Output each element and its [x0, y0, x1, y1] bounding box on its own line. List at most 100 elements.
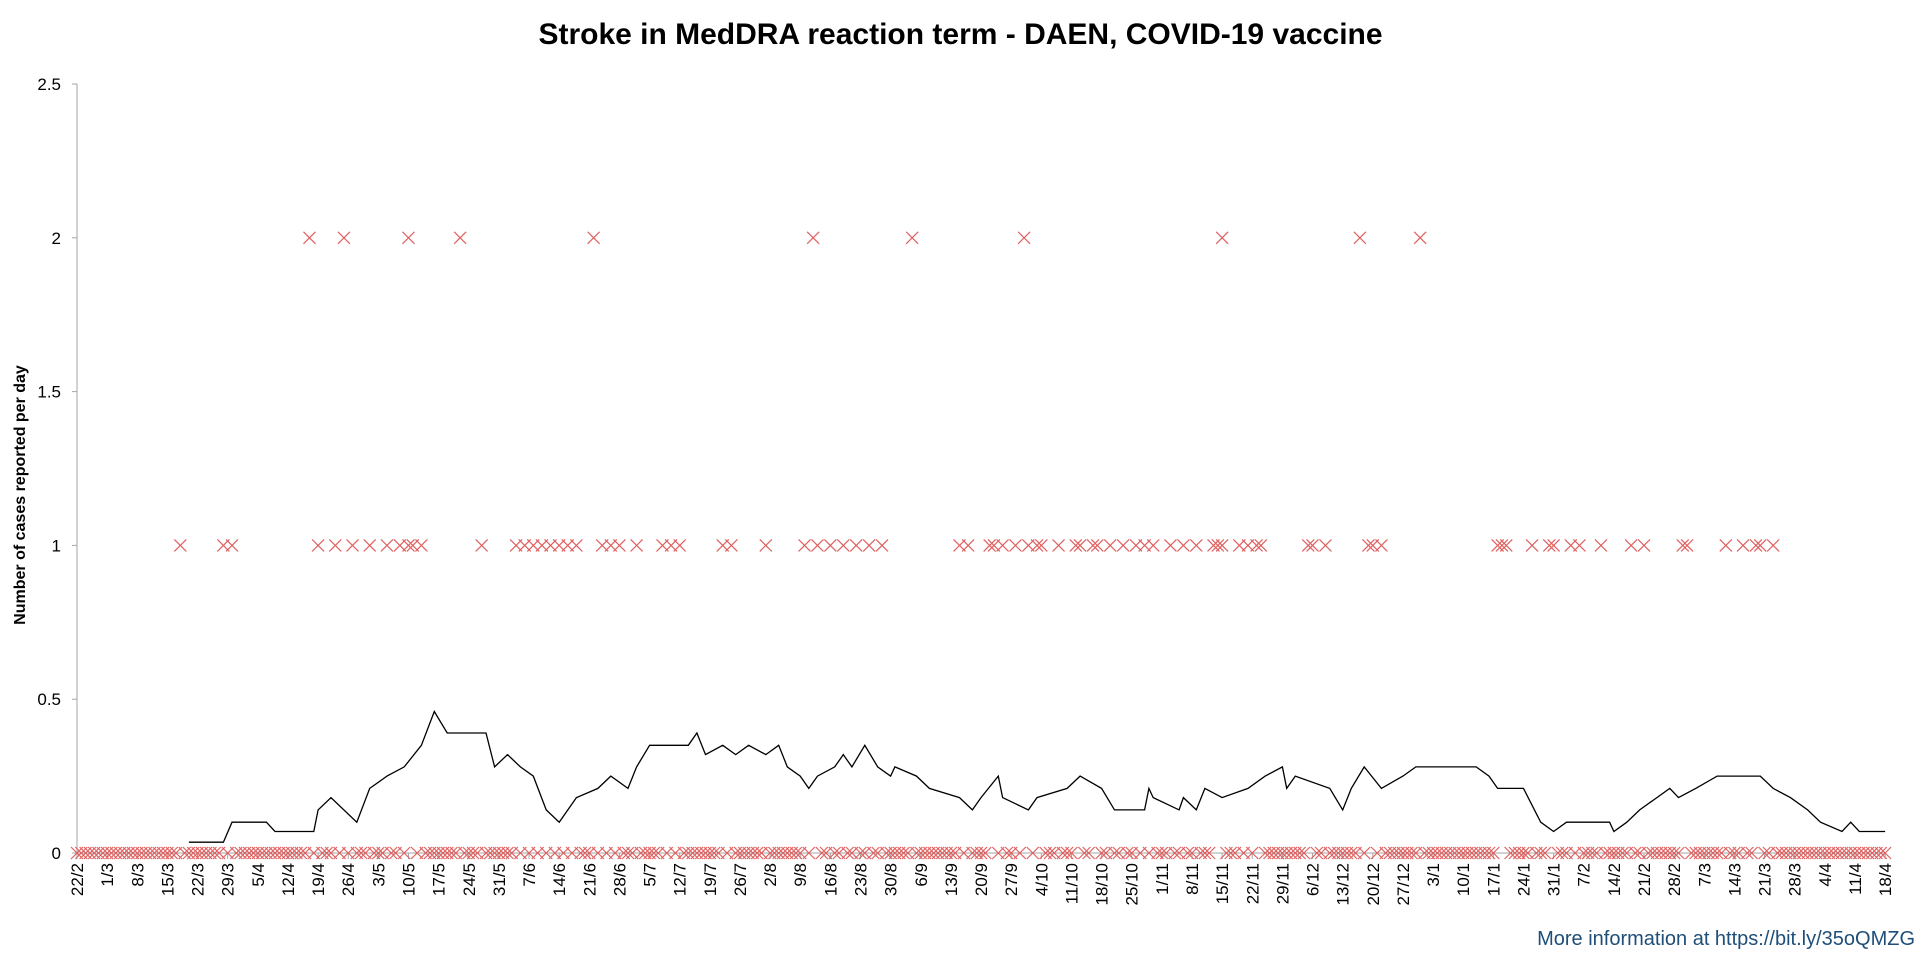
x-tick-label: 4/4: [1816, 863, 1835, 887]
case-marker: [1710, 846, 1724, 860]
case-marker: [466, 846, 480, 860]
case-marker-stroke: [1017, 231, 1031, 245]
x-tick-label: 8/11: [1183, 863, 1202, 895]
case-marker: [1667, 846, 1681, 860]
y-tick-label: 2.5: [37, 75, 61, 94]
more-info-link[interactable]: More information at https://bit.ly/35oQM…: [1537, 928, 1915, 950]
x-tick-label: 6/9: [912, 863, 931, 887]
case-marker-stroke: [552, 538, 566, 552]
x-tick-label: 31/1: [1545, 863, 1564, 896]
case-marker: [1740, 846, 1754, 860]
case-marker-stroke: [1245, 846, 1259, 860]
case-marker-stroke: [1146, 538, 1160, 552]
x-tick-label: 17/5: [430, 863, 449, 896]
case-marker: [1164, 538, 1177, 552]
x-tick-label: 4/10: [1032, 863, 1051, 896]
x-tick-label: 30/8: [882, 863, 901, 896]
case-marker-stroke: [1319, 538, 1332, 552]
case-marker-stroke: [363, 538, 377, 552]
case-marker: [1207, 538, 1220, 552]
x-tick-label: 7/6: [520, 863, 539, 887]
case-marker-stroke: [1357, 846, 1371, 860]
case-marker: [1202, 846, 1216, 860]
case-marker-stroke: [569, 538, 583, 552]
case-marker: [1573, 538, 1586, 552]
case-marker: [414, 538, 428, 552]
case-marker: [750, 846, 764, 860]
case-marker-stroke: [1525, 538, 1539, 552]
case-marker-stroke: [1740, 846, 1754, 860]
case-marker: [1293, 846, 1307, 860]
case-marker-stroke: [208, 846, 222, 860]
case-marker-stroke: [1189, 538, 1203, 552]
case-marker-stroke: [1176, 538, 1190, 552]
case-marker: [875, 538, 889, 552]
case-marker: [1538, 846, 1552, 860]
case-marker-stroke: [759, 538, 773, 552]
case-marker: [1362, 538, 1375, 552]
case-marker-stroke: [983, 538, 997, 552]
case-marker-stroke: [1624, 538, 1638, 552]
case-marker: [1736, 538, 1750, 552]
x-tick-label: 14/6: [550, 863, 569, 896]
case-marker-stroke: [1628, 846, 1642, 860]
case-marker: [1120, 846, 1134, 860]
case-marker: [724, 538, 738, 552]
case-marker: [1542, 538, 1556, 552]
average-line-path: [188, 710, 1886, 843]
case-marker: [673, 538, 687, 552]
case-marker-stroke: [1555, 846, 1569, 860]
x-tick-label: 19/7: [701, 863, 720, 896]
case-marker: [897, 846, 910, 860]
case-marker-stroke: [587, 231, 601, 245]
x-tick-label: 28/2: [1665, 863, 1684, 896]
case-marker-stroke: [828, 846, 842, 860]
case-marker-stroke: [1293, 846, 1307, 860]
case-marker-stroke: [1680, 538, 1694, 552]
case-marker: [1766, 538, 1780, 552]
case-marker-stroke: [1719, 538, 1733, 552]
case-marker-stroke: [1090, 538, 1104, 552]
case-marker-stroke: [1486, 846, 1500, 860]
case-marker: [1060, 846, 1074, 860]
case-marker-stroke: [1874, 846, 1888, 860]
case-marker: [1637, 538, 1651, 552]
x-tick-label: 23/8: [852, 863, 871, 896]
case-marker-stroke: [165, 846, 179, 860]
case-marker: [165, 846, 179, 860]
x-tick-label: 26/7: [731, 863, 750, 896]
x-tick-label: 6/12: [1304, 863, 1323, 896]
case-marker-stroke: [1052, 538, 1065, 552]
case-marker: [501, 846, 514, 860]
x-tick-label: 15/3: [158, 863, 177, 896]
case-marker: [854, 846, 867, 860]
case-marker-stroke: [862, 538, 876, 552]
case-marker: [815, 846, 829, 860]
x-tick-label: 22/11: [1243, 863, 1262, 904]
case-marker: [1034, 538, 1048, 552]
case-marker: [1517, 846, 1530, 860]
case-marker: [1082, 846, 1096, 860]
case-marker-stroke: [1116, 538, 1130, 552]
x-tick-label: 19/4: [309, 863, 328, 896]
case-marker: [789, 846, 803, 860]
case-marker-stroke: [854, 846, 867, 860]
x-tick-label: 17/1: [1484, 863, 1503, 896]
case-marker: [1486, 846, 1500, 860]
case-marker: [1176, 538, 1190, 552]
daily-case-markers: [70, 231, 1892, 860]
case-marker-stroke: [1181, 846, 1195, 860]
case-marker: [1043, 846, 1057, 860]
case-marker-stroke: [1573, 538, 1586, 552]
x-tick-label: 24/5: [460, 863, 479, 896]
case-marker-stroke: [1215, 231, 1229, 245]
case-marker-stroke: [750, 846, 764, 860]
case-marker: [978, 846, 992, 860]
case-marker-stroke: [789, 846, 803, 860]
case-marker: [798, 538, 811, 552]
case-marker: [1090, 538, 1104, 552]
x-tick-label: 21/3: [1756, 863, 1775, 896]
case-marker: [905, 231, 919, 245]
y-tick-label: 2: [52, 229, 61, 248]
